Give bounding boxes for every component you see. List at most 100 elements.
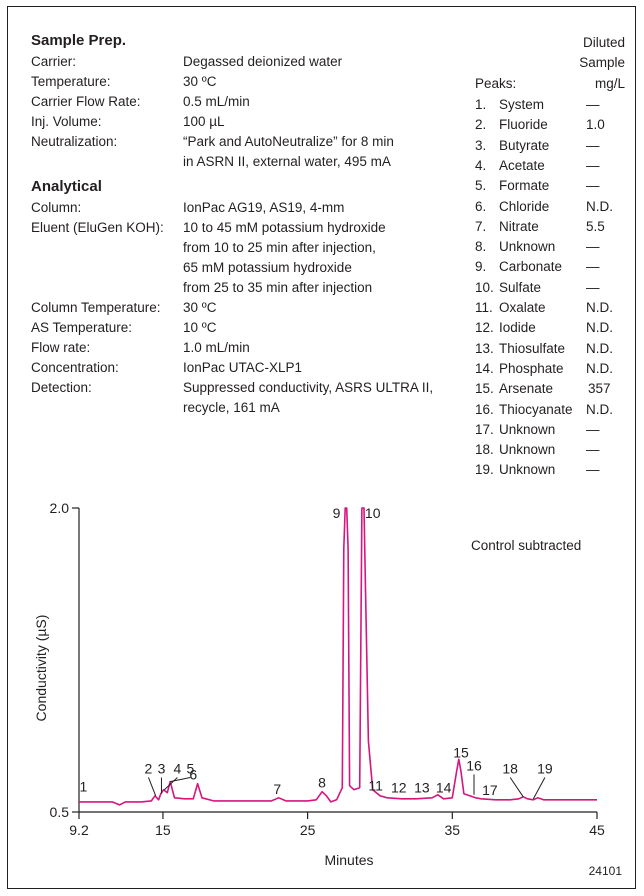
peak-value: N.D. <box>586 401 613 417</box>
peak-name: Iodide <box>499 320 536 336</box>
peak-value: 357 <box>588 381 611 397</box>
peak-label: 4 <box>173 760 181 776</box>
peak-table-col-header: Diluted <box>582 35 625 50</box>
peak-value: N.D. <box>586 300 613 315</box>
peak-value: N.D. <box>586 340 613 356</box>
peak-value: 5.5 <box>586 218 605 234</box>
chart-trace-layer <box>79 507 597 806</box>
sample-prep-label: Neutralization: <box>31 134 118 149</box>
peak-number: 5. <box>475 178 487 194</box>
chromatogram-trace <box>79 507 597 806</box>
sample-prep-value: 100 µL <box>183 114 225 129</box>
analytical-label: AS Temperature: <box>31 320 133 335</box>
peak-label: 17 <box>482 782 498 798</box>
peak-number: 4. <box>475 157 487 173</box>
peak-number: 2. <box>475 117 487 133</box>
peak-name: Arsenate <box>499 381 554 397</box>
analytical-label: Column Temperature: <box>31 300 161 315</box>
peak-name: Unknown <box>499 462 556 478</box>
sample-prep-value: 30 ºC <box>183 74 217 89</box>
figure-frame: Sample Prep. Carrier: Degassed deionized… <box>7 6 636 889</box>
analytical-value: 1.0 mL/min <box>183 340 250 355</box>
peak-label-leader <box>170 777 191 783</box>
analytical-value: recycle, 161 mA <box>183 400 280 415</box>
peak-number: 9. <box>475 259 487 275</box>
x-tick-label: 9.2 <box>69 822 89 838</box>
peak-number: 8. <box>475 239 487 255</box>
control-subtracted-note: Control subtracted <box>471 538 582 553</box>
peak-label: 13 <box>414 780 430 796</box>
x-tick-label: 15 <box>155 822 171 838</box>
peak-number: 10. <box>475 279 494 295</box>
peak-value: — <box>586 279 600 295</box>
peak-value: — <box>586 157 600 173</box>
peak-name: System <box>499 97 545 112</box>
peak-name: Unknown <box>499 442 556 458</box>
peak-value: N.D. <box>586 320 613 336</box>
peak-number: 16. <box>475 401 494 417</box>
peak-name: Carbonate <box>499 259 563 275</box>
peak-name: Fluoride <box>499 117 548 133</box>
analytical-value: 30 ºC <box>183 300 217 315</box>
x-tick-label: 25 <box>300 822 316 838</box>
peak-label: 9 <box>333 505 341 521</box>
figure-id: 24101 <box>588 864 622 878</box>
analytical-value: 10 to 45 mM potassium hydroxide <box>183 220 386 235</box>
peak-label: 19 <box>537 760 553 776</box>
analytical-value: 10 ºC <box>183 320 217 335</box>
peak-label: 3 <box>158 760 166 776</box>
peak-value: — <box>586 97 600 112</box>
peak-number: 19. <box>475 462 494 478</box>
peak-name: Sulfate <box>499 279 542 295</box>
sample-prep-heading: Sample Prep. <box>31 32 127 49</box>
peak-label: 8 <box>318 775 326 791</box>
peak-number: 18. <box>475 442 494 458</box>
peak-label: 7 <box>273 781 281 797</box>
peak-value: — <box>586 462 600 478</box>
peak-label: 18 <box>502 760 518 776</box>
peak-label: 11 <box>368 778 383 794</box>
peak-name: Nitrate <box>499 218 539 234</box>
analytical-label: Detection: <box>31 380 92 395</box>
peak-label: 5 <box>187 760 195 776</box>
sample-prep-label: Temperature: <box>31 74 111 89</box>
analytical-label: Eluent (EluGen KOH): <box>31 220 164 235</box>
sample-prep-value: in ASRN II, external water, 495 mA <box>183 154 391 169</box>
sample-prep-value: “Park and AutoNeutralize” for 8 min <box>183 134 394 149</box>
sample-prep-label: Carrier: <box>31 54 77 69</box>
peak-name: Oxalate <box>499 300 546 315</box>
x-tick-label: 45 <box>589 822 605 838</box>
peak-name: Formate <box>499 178 550 194</box>
peak-value: — <box>586 178 600 194</box>
peak-value: N.D. <box>586 198 613 214</box>
peak-number: 6. <box>475 198 487 214</box>
peak-label: 6 <box>189 767 197 783</box>
analytical-value: from 10 to 25 min after injection, <box>183 240 376 255</box>
peak-value: — <box>586 259 600 275</box>
peak-label: 15 <box>453 744 469 760</box>
peak-number: 17. <box>475 421 494 437</box>
peak-name: Thiocyanate <box>499 401 573 417</box>
peak-name: Butyrate <box>499 137 550 153</box>
peak-number: 14. <box>475 360 494 376</box>
peak-number: 13. <box>475 340 494 356</box>
analytical-heading: Analytical <box>31 178 102 195</box>
peak-name: Unknown <box>499 421 556 437</box>
peak-value: N.D. <box>586 360 613 376</box>
peak-label: 16 <box>466 757 482 773</box>
y-tick-label: 2.0 <box>50 500 70 516</box>
peak-table-col-header: Sample <box>579 55 625 70</box>
peak-label-leader <box>147 777 157 796</box>
peak-value: — <box>586 421 600 437</box>
analytical-value: from 25 to 35 min after injection <box>183 280 373 295</box>
peak-value: 1.0 <box>586 117 605 133</box>
sample-prep-label: Carrier Flow Rate: <box>31 94 141 109</box>
x-axis-title: Minutes <box>324 852 373 868</box>
analytical-value: 65 mM potassium hydroxide <box>183 260 352 275</box>
peak-number: 3. <box>475 137 487 153</box>
y-tick-label: 0.5 <box>50 804 70 820</box>
peak-value: — <box>586 137 600 153</box>
peak-number: 12. <box>475 320 494 336</box>
